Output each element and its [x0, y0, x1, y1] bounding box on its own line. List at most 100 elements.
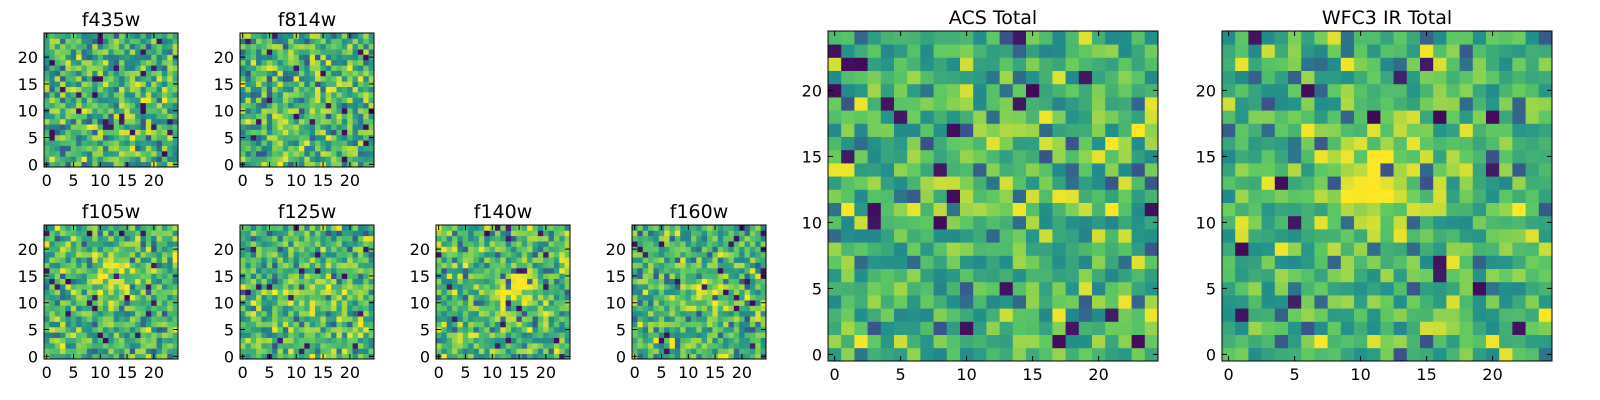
heatmap-cell — [129, 75, 136, 82]
heatmap-cell — [1248, 268, 1262, 283]
heatmap-cell — [749, 316, 756, 322]
y-tick-label: 5 — [616, 321, 626, 340]
heatmap-cell — [81, 353, 88, 360]
heatmap-cell — [648, 353, 654, 360]
heatmap-cell — [960, 57, 974, 71]
heatmap-cell — [516, 262, 523, 269]
heatmap-cell — [468, 321, 474, 328]
heatmap-cell — [690, 342, 697, 349]
x-tick-label: 5 — [68, 363, 78, 382]
heatmap-cell — [124, 140, 131, 146]
heatmap-cell — [1012, 189, 1027, 203]
heatmap-cell — [70, 235, 77, 242]
heatmap-cell — [124, 273, 131, 279]
heatmap-cell — [894, 215, 908, 230]
heatmap-cell — [145, 43, 152, 50]
heatmap-cell — [368, 283, 375, 290]
heatmap-cell — [140, 257, 147, 263]
heatmap-cell — [841, 149, 855, 164]
heatmap-cell — [1105, 308, 1119, 322]
heatmap-cell — [880, 268, 895, 283]
heatmap-cell — [336, 54, 343, 61]
heatmap-cell — [65, 43, 72, 50]
heatmap-cell — [250, 150, 257, 157]
heatmap-cell — [532, 235, 539, 242]
heatmap-cell — [151, 124, 157, 130]
heatmap-cell — [44, 129, 50, 136]
heatmap-cell — [1314, 321, 1328, 335]
heatmap-cell — [92, 108, 98, 114]
heatmap-cell — [653, 353, 660, 360]
heatmap-cell — [452, 257, 458, 263]
heatmap-cell — [298, 145, 305, 152]
heatmap-cell — [161, 129, 168, 136]
heatmap-cell — [511, 326, 517, 333]
heatmap-cell — [156, 310, 163, 317]
heatmap-cell — [532, 321, 539, 328]
heatmap-cell — [140, 108, 147, 114]
heatmap-cell — [320, 251, 327, 258]
heatmap-cell — [516, 278, 523, 285]
heatmap-cell — [1118, 189, 1132, 203]
heatmap-cell — [113, 294, 120, 301]
heatmap-cell — [156, 353, 163, 360]
heatmap-cell — [272, 310, 278, 317]
heatmap-cell — [685, 294, 692, 301]
heatmap-cell — [44, 102, 50, 109]
heatmap-cell — [102, 161, 109, 168]
heatmap-cell — [113, 38, 120, 45]
heatmap-cell — [548, 332, 555, 338]
heatmap-cell — [733, 241, 740, 247]
heatmap-cell — [1118, 334, 1132, 349]
heatmap-cell — [723, 326, 729, 333]
heatmap-cell — [320, 316, 327, 322]
heatmap-cell — [256, 102, 262, 109]
heatmap-cell — [240, 113, 246, 120]
heatmap-cell — [1039, 255, 1053, 269]
heatmap-cell — [129, 65, 136, 71]
heatmap-cell — [240, 156, 246, 163]
heatmap-cell — [76, 43, 82, 50]
heatmap-cell — [933, 347, 948, 362]
heatmap-cell — [363, 235, 370, 242]
y-tick-label: 0 — [224, 347, 234, 366]
heatmap-cell — [674, 225, 681, 231]
heatmap-cell — [707, 230, 713, 237]
heatmap-cell — [135, 289, 141, 296]
heatmap-cells — [240, 225, 375, 360]
heatmap-cell — [331, 321, 337, 328]
heatmap-cell — [933, 44, 948, 58]
heatmap-cell — [1525, 229, 1540, 243]
heatmap-cell — [521, 332, 528, 338]
heatmap-cell — [521, 294, 528, 301]
heatmap-cell — [266, 278, 273, 285]
heatmap-cell — [352, 134, 359, 141]
y-tick-label: 10 — [214, 294, 234, 313]
heatmap-cell — [1459, 215, 1474, 230]
heatmap-cell — [527, 337, 533, 344]
heatmap-cell — [336, 86, 343, 93]
heatmap-cell — [1131, 83, 1146, 98]
heatmap-cell — [81, 332, 88, 338]
heatmap-cell — [261, 134, 268, 141]
heatmap-cell — [86, 38, 93, 45]
heatmap-cell — [960, 31, 974, 45]
heatmap-cell — [325, 161, 332, 168]
heatmap-cell — [760, 225, 767, 231]
heatmap-cell — [368, 235, 375, 242]
heatmap-cell — [723, 321, 729, 328]
heatmap-cell — [304, 145, 311, 152]
heatmap-cell — [642, 289, 649, 296]
heatmap-cell — [457, 348, 464, 355]
heatmap-cell — [946, 255, 961, 269]
heatmap-cell — [946, 215, 961, 230]
heatmap-cell — [1340, 308, 1355, 322]
heatmap-cell — [167, 300, 174, 306]
heatmap-cell — [124, 156, 131, 163]
heatmap-cell — [744, 251, 751, 258]
heatmap-cell — [1078, 110, 1093, 124]
heatmap-cell — [44, 267, 50, 274]
heatmap-cell — [1118, 83, 1132, 98]
heatmap-cell — [102, 118, 109, 125]
heatmap-cell — [161, 33, 168, 39]
